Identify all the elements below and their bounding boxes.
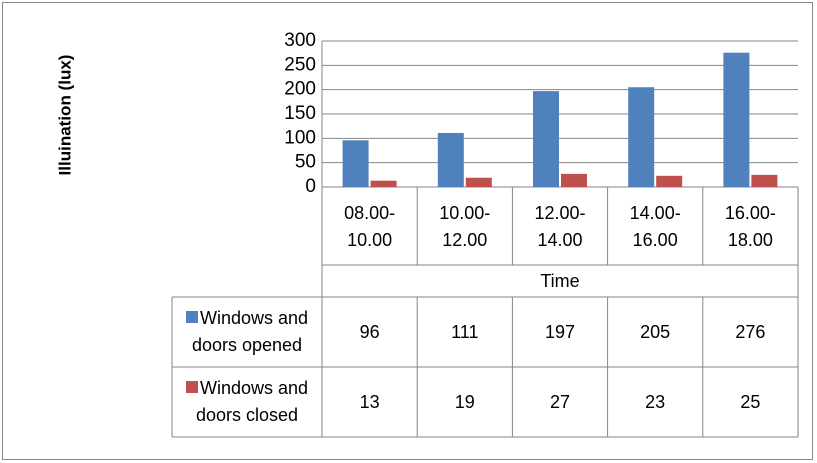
bar <box>561 173 587 187</box>
bar <box>465 177 492 187</box>
y-tick-label: 300 <box>284 30 316 51</box>
y-axis-title: Illuination (lux) <box>55 55 74 176</box>
legend-label: Windows and doors opened <box>191 308 309 355</box>
y-tick-label: 250 <box>284 54 316 75</box>
x-tick-label: 16.00-18.00 <box>724 203 776 250</box>
x-tick-label: 12.00-14.00 <box>534 203 586 250</box>
legend-swatch <box>185 381 198 393</box>
bar <box>656 175 683 187</box>
table-value: 276 <box>735 321 766 342</box>
legend-swatch <box>185 311 198 323</box>
y-tick-label: 100 <box>284 127 316 148</box>
y-tick-label: 200 <box>284 79 316 100</box>
bar <box>751 174 778 187</box>
table-value: 96 <box>359 321 380 342</box>
y-tick-label: 0 <box>305 176 316 197</box>
bar <box>370 180 397 187</box>
legend-entry: Windows and doors opened <box>172 297 322 367</box>
table-value: 111 <box>451 321 479 342</box>
legend-entry: Windows and doors closed <box>172 367 322 437</box>
y-tick-label: 50 <box>295 152 316 173</box>
table-value: 197 <box>544 321 575 342</box>
bar <box>628 87 655 187</box>
table-value: 205 <box>640 321 671 342</box>
table-value: 23 <box>645 391 666 412</box>
legend-label: Windows and doors closed <box>195 378 309 425</box>
bar <box>342 140 369 187</box>
table-value: 27 <box>549 391 570 412</box>
bar <box>723 52 750 188</box>
table-value: 19 <box>454 391 475 412</box>
bar <box>533 91 559 187</box>
bar <box>437 132 464 187</box>
y-tick-label: 150 <box>284 103 316 124</box>
table-value: 13 <box>359 391 380 412</box>
legend-item: Windows and doors closed <box>176 375 318 429</box>
table-value: 25 <box>740 391 761 412</box>
legend-item: Windows and doors opened <box>176 305 318 359</box>
x-tick-label: 14.00-16.00 <box>629 203 681 250</box>
x-tick-label: 08.00-10.00 <box>344 203 396 250</box>
x-tick-label: 10.00-12.00 <box>439 203 491 250</box>
x-axis-title: Time <box>540 270 580 291</box>
